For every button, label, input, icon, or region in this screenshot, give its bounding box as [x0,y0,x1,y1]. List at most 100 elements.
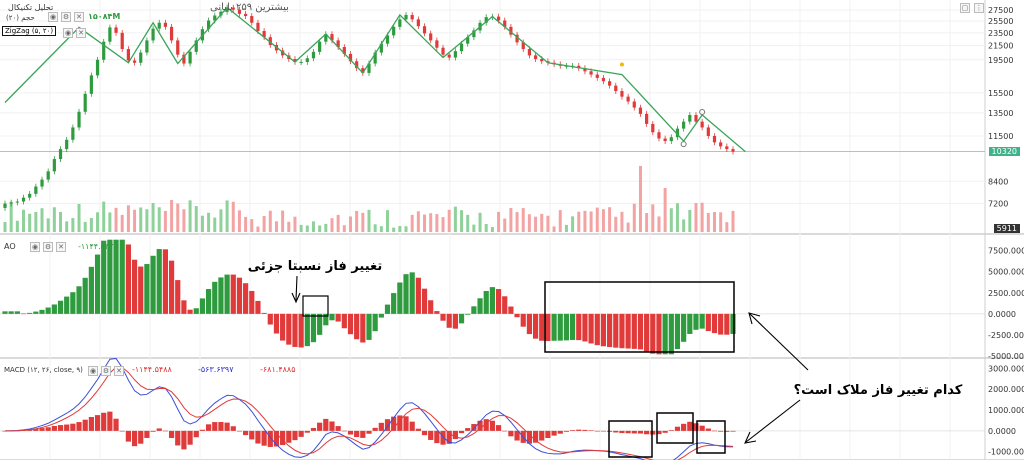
volume-bar [182,209,186,232]
candle-body [114,27,118,33]
candle-body [213,15,217,21]
volume-bar [268,210,272,232]
macd-histogram-bar [243,430,249,436]
macd-histogram-bar [668,430,674,431]
eye-icon[interactable]: ◉ [30,242,40,252]
candle-body [509,26,513,35]
volume-bar [663,188,667,232]
ao-bar [607,313,613,348]
ao-bar [434,311,440,314]
ao-bar [600,313,607,347]
macd-histogram-bar [131,430,138,447]
ao-bar [687,313,693,334]
candle-body [145,40,149,53]
ao-bar [292,313,298,347]
volume-bar [534,216,538,232]
volume-bar [274,221,278,232]
candle-body [89,75,93,94]
volume-bar [447,209,451,232]
macd-histogram-bar [644,430,650,435]
ao-bar [205,289,212,314]
volume-bar [398,226,402,232]
more-icon[interactable]: ⋮ [974,3,984,13]
ao-bar [107,239,113,314]
macd-histogram-bar [471,424,477,431]
ao-bar [329,313,335,321]
candle-body [231,7,235,10]
volume-bar [348,216,352,232]
volume-bar [330,218,334,232]
volume-bar [145,209,149,232]
volume-bar [324,223,328,232]
macd-histogram-bar [489,420,495,431]
ao-bar [57,300,64,314]
macd-histogram-bar [582,429,588,431]
macd-histogram-bar [452,430,458,440]
close-icon[interactable]: ✕ [74,12,84,22]
volume-bar [694,203,698,232]
ao-bar [255,300,261,314]
volume-bar [237,210,241,232]
candle-body [15,201,19,203]
candle-body [595,74,599,78]
ao-bar [711,313,718,334]
macd-histogram-bar [446,430,452,444]
macd-histogram-bar [261,430,267,446]
macd-histogram-bar [360,430,366,438]
zigzag-label[interactable]: ZigZag (۵, ۲۰) [2,26,57,36]
candle-body [694,114,698,122]
volume-bar [725,222,729,232]
macd-histogram-bar [711,430,718,432]
volume-bar [114,207,118,232]
ao-bar [243,283,249,314]
ao-bar [724,313,730,335]
volume-bar [176,203,180,232]
candle-body [688,114,692,122]
candle-body [169,26,174,41]
volume-bar [651,204,655,232]
candle-body [262,31,266,38]
eye-icon[interactable]: ◉ [63,28,73,38]
annotation-arrow [291,292,301,304]
eye-icon[interactable]: ◉ [88,366,98,376]
macd-histogram-bar [156,428,162,431]
volume-value: ۱۵۰۸۴M [88,12,121,21]
close-icon[interactable]: ✕ [56,242,66,252]
macd-histogram-bar [335,426,341,431]
ao-bar [39,309,45,314]
ao-bar [310,313,317,343]
close-icon[interactable]: ✕ [114,366,124,376]
ao-bar [131,259,138,314]
volume-bar [466,214,470,232]
settings-icon[interactable]: ⚙ [43,242,53,252]
candle-body [385,35,390,44]
macd-histogram-bar [588,430,594,431]
candle-body [244,13,248,17]
ao-bar [613,313,619,348]
eye-icon[interactable]: ◉ [48,12,58,22]
ao-bar [70,292,76,314]
volume-bar [577,211,581,232]
ao-bar [347,313,354,335]
candle-body [132,60,137,63]
settings-icon[interactable]: ⚙ [101,366,111,376]
ao-bar [699,313,705,329]
macd-histogram-bar [76,422,82,431]
macd-histogram-bar [569,430,576,431]
maximize-icon[interactable]: ▢ [960,3,970,13]
macd-histogram-bar [594,430,600,432]
annotation-arrow [748,312,761,325]
annotation-arrow [745,399,801,443]
volume-bar [207,212,211,232]
close-icon[interactable]: ✕ [76,28,86,38]
ao-bar [2,311,8,314]
macd-histogram-bar [107,411,113,431]
volume-bar [731,210,735,232]
ao-bar [477,298,483,314]
candle-body [324,34,328,42]
highlight-box [696,420,726,454]
settings-icon[interactable]: ⚙ [61,12,71,22]
ao-tick-label: -2500.0000 [988,331,1024,340]
ao-tick-label: -5000.0000 [988,352,1024,361]
macd-histogram-bar [384,419,391,431]
